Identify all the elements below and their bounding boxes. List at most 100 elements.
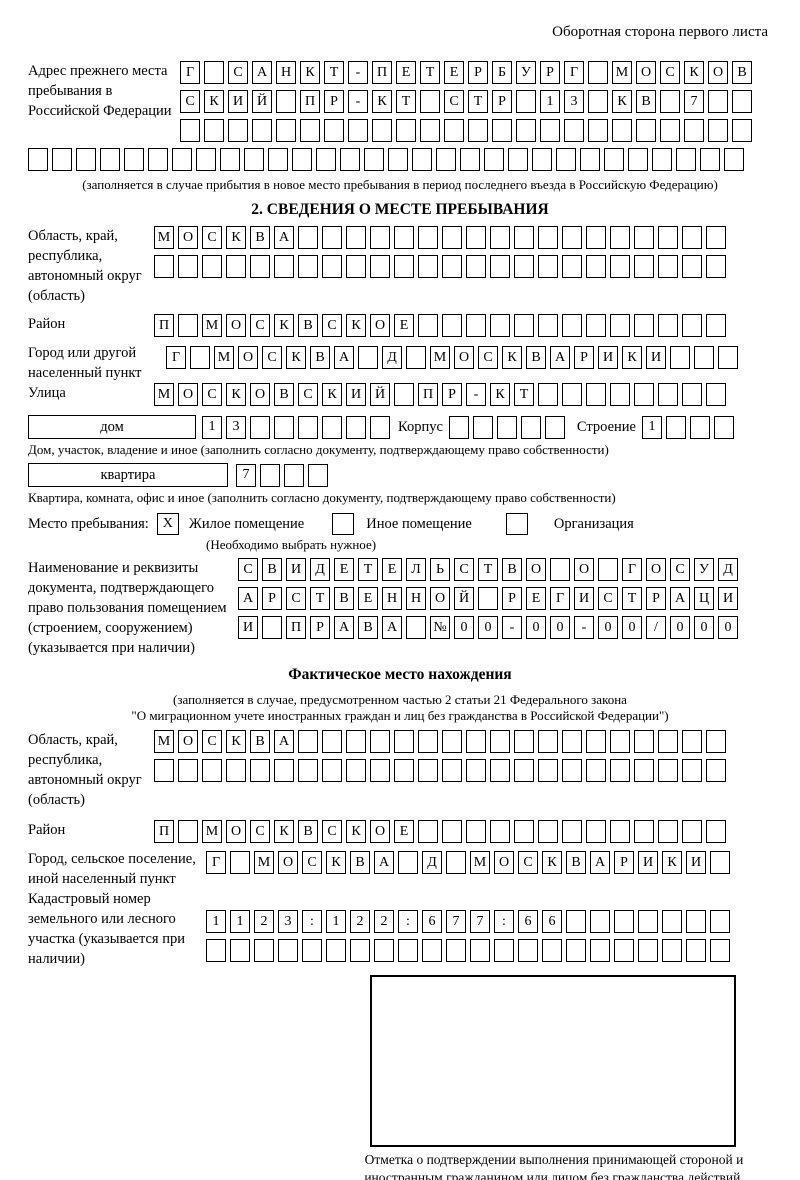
- char-box[interactable]: 3: [226, 415, 246, 439]
- char-box[interactable]: [588, 119, 608, 142]
- char-box[interactable]: [276, 119, 296, 142]
- char-box[interactable]: [706, 255, 726, 278]
- char-box[interactable]: 0: [670, 616, 690, 639]
- char-box[interactable]: [610, 820, 630, 843]
- char-box[interactable]: К: [346, 314, 366, 337]
- char-box[interactable]: К: [286, 346, 306, 369]
- char-box[interactable]: [514, 820, 534, 843]
- char-box[interactable]: В: [526, 346, 546, 369]
- char-box[interactable]: [508, 148, 528, 171]
- char-box[interactable]: В: [298, 314, 318, 337]
- char-box[interactable]: [442, 226, 462, 249]
- char-box[interactable]: [662, 910, 682, 933]
- char-box[interactable]: [610, 255, 630, 278]
- char-box[interactable]: :: [494, 910, 514, 933]
- char-box[interactable]: 1: [641, 415, 662, 439]
- char-box[interactable]: Е: [394, 314, 414, 337]
- char-box[interactable]: Н: [382, 587, 402, 610]
- char-box[interactable]: Е: [382, 558, 402, 581]
- char-box[interactable]: [172, 148, 192, 171]
- char-box[interactable]: К: [490, 383, 510, 406]
- char-box[interactable]: Е: [394, 820, 414, 843]
- char-box[interactable]: Л: [406, 558, 426, 581]
- char-box[interactable]: [540, 119, 560, 142]
- char-box[interactable]: В: [350, 851, 370, 874]
- char-box[interactable]: 0: [718, 616, 738, 639]
- char-box[interactable]: [388, 148, 408, 171]
- char-box[interactable]: Е: [358, 587, 378, 610]
- char-box[interactable]: [658, 759, 678, 782]
- char-box[interactable]: О: [454, 346, 474, 369]
- char-box[interactable]: [682, 820, 702, 843]
- char-box[interactable]: [322, 226, 342, 249]
- char-box[interactable]: О: [250, 383, 270, 406]
- char-box[interactable]: [514, 255, 534, 278]
- char-box[interactable]: [684, 119, 704, 142]
- char-box[interactable]: И: [638, 851, 658, 874]
- char-box[interactable]: [706, 820, 726, 843]
- char-box[interactable]: [708, 119, 728, 142]
- char-box[interactable]: 1: [326, 910, 346, 933]
- char-box[interactable]: [298, 255, 318, 278]
- char-box[interactable]: [274, 415, 294, 439]
- char-box[interactable]: [394, 383, 414, 406]
- char-box[interactable]: К: [684, 61, 704, 84]
- char-box[interactable]: В: [298, 820, 318, 843]
- char-box[interactable]: [202, 255, 222, 278]
- char-box[interactable]: [180, 119, 200, 142]
- char-box[interactable]: [448, 415, 469, 439]
- char-box[interactable]: [490, 759, 510, 782]
- char-box[interactable]: Т: [396, 90, 416, 113]
- char-box[interactable]: [586, 255, 606, 278]
- char-box[interactable]: [396, 119, 416, 142]
- char-box[interactable]: И: [598, 346, 618, 369]
- char-box[interactable]: С: [454, 558, 474, 581]
- char-box[interactable]: С: [670, 558, 690, 581]
- char-box[interactable]: О: [226, 820, 246, 843]
- char-box[interactable]: [206, 939, 226, 962]
- char-box[interactable]: [566, 939, 586, 962]
- char-box[interactable]: Р: [324, 90, 344, 113]
- char-box[interactable]: Д: [718, 558, 738, 581]
- char-box[interactable]: [586, 820, 606, 843]
- char-box[interactable]: [418, 820, 438, 843]
- char-box[interactable]: [348, 119, 368, 142]
- char-box[interactable]: [370, 415, 390, 439]
- char-box[interactable]: 0: [622, 616, 642, 639]
- char-box[interactable]: [708, 90, 728, 113]
- char-box[interactable]: [610, 759, 630, 782]
- char-box[interactable]: Е: [526, 587, 546, 610]
- char-box[interactable]: 2: [254, 910, 274, 933]
- char-box[interactable]: №: [430, 616, 450, 639]
- char-box[interactable]: [442, 255, 462, 278]
- char-box[interactable]: [562, 314, 582, 337]
- char-box[interactable]: А: [334, 346, 354, 369]
- char-box[interactable]: [562, 383, 582, 406]
- char-box[interactable]: О: [226, 314, 246, 337]
- char-box[interactable]: Р: [574, 346, 594, 369]
- char-box[interactable]: [710, 939, 730, 962]
- char-box[interactable]: [418, 226, 438, 249]
- char-box[interactable]: К: [226, 226, 246, 249]
- char-box[interactable]: О: [708, 61, 728, 84]
- char-box[interactable]: А: [274, 730, 294, 753]
- char-box[interactable]: М: [154, 383, 174, 406]
- char-box[interactable]: К: [372, 90, 392, 113]
- char-box[interactable]: [496, 415, 517, 439]
- char-box[interactable]: [470, 939, 490, 962]
- char-box[interactable]: [418, 730, 438, 753]
- char-box[interactable]: [598, 558, 618, 581]
- char-box[interactable]: М: [214, 346, 234, 369]
- char-box[interactable]: Е: [396, 61, 416, 84]
- char-box[interactable]: [292, 148, 312, 171]
- char-box[interactable]: [100, 148, 120, 171]
- char-box[interactable]: 6: [542, 910, 562, 933]
- apartment-type-box[interactable]: квартира: [28, 463, 228, 487]
- char-box[interactable]: [298, 730, 318, 753]
- char-box[interactable]: С: [286, 587, 306, 610]
- char-box[interactable]: С: [262, 346, 282, 369]
- char-box[interactable]: Г: [550, 587, 570, 610]
- char-box[interactable]: [520, 415, 541, 439]
- char-box[interactable]: [562, 730, 582, 753]
- char-box[interactable]: [689, 415, 710, 439]
